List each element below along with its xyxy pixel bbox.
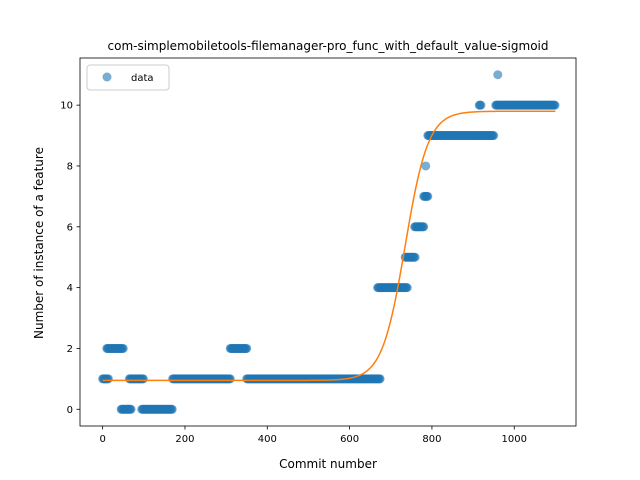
plot-frame <box>79 57 577 427</box>
x-tick-label: 800 <box>422 434 441 445</box>
data-point <box>242 343 252 353</box>
x-tick-label: 200 <box>175 434 194 445</box>
legend-box <box>86 64 170 91</box>
y-tick-label: 0 <box>67 405 73 416</box>
y-tick-label: 8 <box>67 161 73 172</box>
y-tick-label: 4 <box>67 283 73 294</box>
data-point <box>225 374 235 384</box>
x-tick-label: 400 <box>258 434 277 445</box>
data-point <box>489 131 499 141</box>
legend-entry-data: data <box>131 73 154 84</box>
x-tick-label: 600 <box>340 434 359 445</box>
data-point <box>423 191 433 201</box>
legend: data <box>86 64 170 91</box>
chart-title: com-simplemobiletools-filemanager-pro_fu… <box>108 39 549 53</box>
data-point <box>421 161 431 171</box>
data-point <box>402 283 412 293</box>
data-point <box>103 374 113 384</box>
legend-marker <box>102 72 112 82</box>
sigmoid-fit-line <box>102 110 556 382</box>
data-point <box>138 374 148 384</box>
data-point <box>410 252 420 262</box>
data-point <box>493 70 503 80</box>
y-tick-label: 6 <box>67 222 73 233</box>
data-point <box>375 374 385 384</box>
data-point <box>126 404 136 414</box>
x-tick-label: 0 <box>99 434 105 445</box>
data-point <box>167 404 177 414</box>
x-tick-label: 1000 <box>502 434 527 445</box>
y-tick-label: 10 <box>60 101 73 112</box>
data-point <box>419 222 429 232</box>
x-axis-label: Commit number <box>279 457 377 471</box>
data-point <box>550 100 560 110</box>
y-tick-label: 2 <box>67 344 73 355</box>
data-point <box>476 100 486 110</box>
data-point <box>118 343 128 353</box>
y-axis-label: Number of instance of a feature <box>32 147 46 339</box>
